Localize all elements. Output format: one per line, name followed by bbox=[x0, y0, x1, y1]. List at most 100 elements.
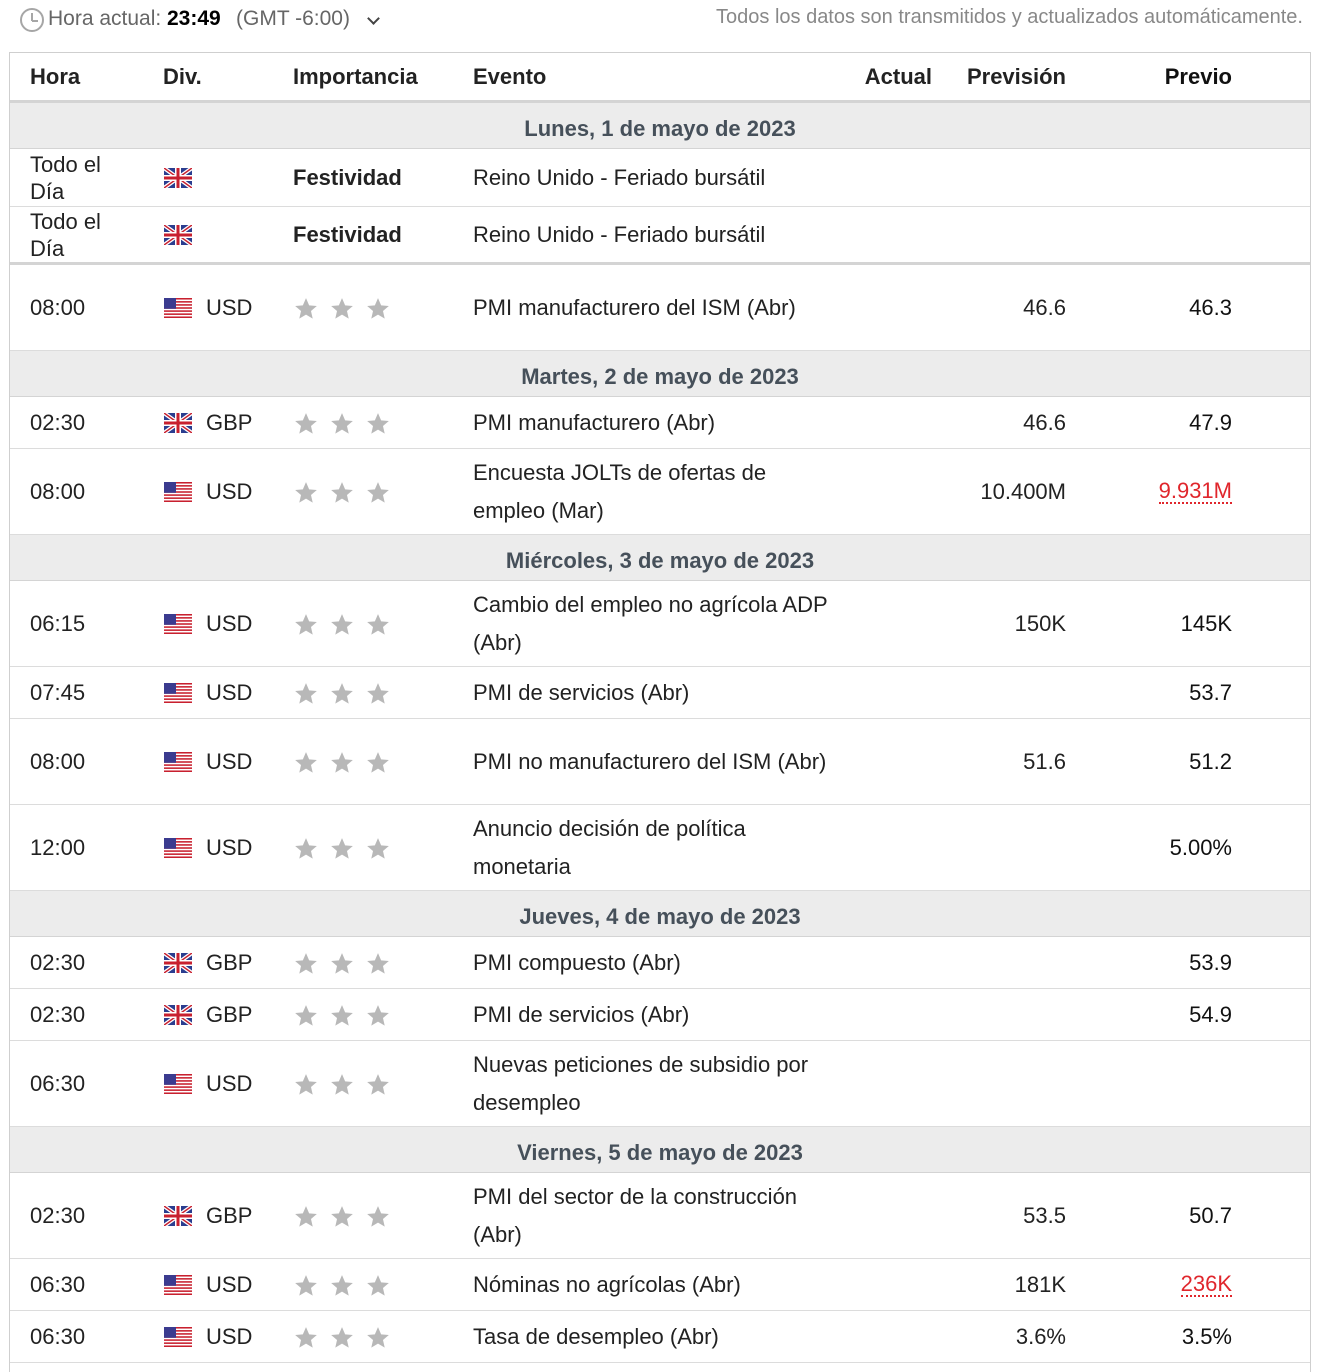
event-name[interactable]: Nuevas peticiones de subsidio por desemp… bbox=[473, 1051, 809, 1115]
event-time: 06:30 bbox=[30, 1271, 86, 1297]
table-row[interactable]: 07:45 USD PMI de servicios (Abr) 53.7 bbox=[10, 667, 1310, 719]
uk-flag-icon bbox=[163, 1173, 193, 1258]
event-previous: 236K bbox=[1100, 1259, 1232, 1310]
event-forecast bbox=[940, 989, 1066, 1040]
table-row[interactable]: 02:30 GBP PMI de servicios (Abr) 54.9 bbox=[10, 989, 1310, 1041]
current-time-label: Hora actual: bbox=[48, 7, 162, 30]
importance-stars bbox=[293, 1173, 463, 1258]
star-icon bbox=[329, 1325, 355, 1351]
event-actual bbox=[840, 207, 932, 262]
event-time: 08:00 bbox=[30, 748, 86, 774]
column-header-previo: Previo bbox=[1164, 63, 1232, 89]
uk-flag-icon bbox=[163, 937, 193, 988]
star-icon bbox=[293, 1003, 319, 1029]
revised-previous-value[interactable]: 236K bbox=[1180, 1270, 1232, 1297]
table-row[interactable]: 06:30 USD Tasa de desempleo (Abr) 3.6% 3.5% bbox=[10, 1311, 1310, 1363]
event-currency: GBP bbox=[206, 1001, 253, 1027]
table-row[interactable]: 02:30 GBP PMI del sector de la construcció… bbox=[10, 1173, 1310, 1259]
event-actual bbox=[840, 719, 932, 804]
day-header-row: Viernes, 5 de mayo de 2023 bbox=[10, 1127, 1310, 1173]
event-time: 08:00 bbox=[30, 294, 86, 320]
event-name[interactable]: Reino Unido - Feriado bursátil bbox=[473, 221, 766, 247]
uk-flag-icon bbox=[163, 207, 193, 262]
event-actual bbox=[840, 667, 932, 718]
star-icon bbox=[329, 1003, 355, 1029]
chevron-down-icon[interactable] bbox=[367, 12, 380, 25]
event-forecast bbox=[940, 207, 1066, 262]
event-forecast: 53.5 bbox=[1023, 1202, 1066, 1228]
event-previous: 50.7 bbox=[1189, 1202, 1232, 1228]
event-previous bbox=[1100, 149, 1232, 206]
event-forecast bbox=[940, 1041, 1066, 1126]
star-icon bbox=[365, 681, 391, 707]
star-icon bbox=[365, 951, 391, 977]
event-time: 02:30 bbox=[30, 1202, 86, 1228]
event-name[interactable]: PMI compuesto (Abr) bbox=[473, 949, 681, 975]
star-icon bbox=[329, 1072, 355, 1098]
us-flag-icon bbox=[163, 1311, 193, 1362]
table-row[interactable]: 06:30 USD Nuevas peticiones de subsidio po… bbox=[10, 1041, 1310, 1127]
star-icon bbox=[329, 750, 355, 776]
event-actual bbox=[840, 265, 932, 350]
event-currency: USD bbox=[206, 478, 253, 504]
us-flag-icon bbox=[163, 719, 193, 804]
timezone-selector[interactable]: (GMT -6:00) bbox=[236, 7, 350, 30]
importance-stars bbox=[293, 581, 463, 666]
event-name[interactable]: Reino Unido - Feriado bursátil bbox=[473, 164, 766, 190]
day-title: Lunes, 1 de mayo de 2023 bbox=[524, 116, 796, 141]
table-row[interactable]: 08:00 USD Encuesta JOLTs de ofertas de emp… bbox=[10, 449, 1310, 535]
auto-update-note: Todos los datos son transmitidos y actua… bbox=[716, 6, 1303, 28]
us-flag-icon bbox=[163, 581, 193, 666]
column-header-div: Div. bbox=[163, 63, 202, 89]
top-bar: Hora actual: 23:49 (GMT -6:00) Todos los… bbox=[0, 0, 1320, 46]
table-row[interactable]: 12:00 USD Anuncio decisión de política mon… bbox=[10, 805, 1310, 891]
event-name[interactable]: Anuncio decisión de política monetaria bbox=[473, 815, 746, 879]
table-row[interactable]: 08:00 USD PMI manufacturero del ISM (Abr) 4… bbox=[10, 265, 1310, 351]
event-time: 06:30 bbox=[30, 1070, 86, 1096]
table-row[interactable]: 06:15 USD Cambio del empleo no agrícola AD… bbox=[10, 581, 1310, 667]
event-currency: USD bbox=[206, 1323, 253, 1349]
event-name[interactable]: PMI manufacturero (Abr) bbox=[473, 409, 716, 435]
event-name[interactable]: PMI no manufacturero del ISM (Abr) bbox=[473, 748, 827, 774]
star-icon bbox=[293, 1072, 319, 1098]
table-row[interactable]: 06:30 USD Nóminas no agrícolas (Abr) 181K 23… bbox=[10, 1259, 1310, 1311]
star-icon bbox=[293, 296, 319, 322]
importance-stars bbox=[293, 937, 463, 988]
day-title: Martes, 2 de mayo de 2023 bbox=[521, 364, 799, 389]
table-row[interactable]: 02:30 GBP PMI compuesto (Abr) 53.9 bbox=[10, 937, 1310, 989]
event-name[interactable]: Nóminas no agrícolas (Abr) bbox=[473, 1271, 741, 1297]
event-previous: 53.9 bbox=[1189, 949, 1232, 975]
economic-calendar-table: Hora Div. Importancia Evento Actual Prev… bbox=[9, 52, 1311, 1372]
event-previous: 5.00% bbox=[1169, 834, 1232, 860]
event-name[interactable]: PMI manufacturero del ISM (Abr) bbox=[473, 294, 796, 320]
event-forecast: 46.6 bbox=[1023, 294, 1066, 320]
star-icon bbox=[293, 1325, 319, 1351]
day-header-row: Martes, 2 de mayo de 2023 bbox=[10, 351, 1310, 397]
event-name[interactable]: PMI de servicios (Abr) bbox=[473, 679, 690, 705]
event-currency: GBP bbox=[206, 409, 253, 435]
us-flag-icon bbox=[163, 667, 193, 718]
star-icon bbox=[365, 1325, 391, 1351]
table-row[interactable]: Todo el Día Festividad Reino Unido - Feria… bbox=[10, 149, 1310, 207]
event-currency: USD bbox=[206, 1271, 253, 1297]
day-header-row: Miércoles, 3 de mayo de 2023 bbox=[10, 535, 1310, 581]
event-time: 06:30 bbox=[30, 1323, 86, 1349]
event-name[interactable]: Tasa de desempleo (Abr) bbox=[473, 1323, 719, 1349]
revised-previous-value[interactable]: 9.931M bbox=[1158, 477, 1232, 504]
star-icon bbox=[329, 681, 355, 707]
table-row[interactable]: 02:30 GBP PMI manufacturero (Abr) 46.6 47.9 bbox=[10, 397, 1310, 449]
event-name[interactable]: Encuesta JOLTs de ofertas de empleo (Mar… bbox=[473, 459, 767, 523]
table-row[interactable]: Todo el Día Festividad Reino Unido - Feria… bbox=[10, 207, 1310, 265]
event-time: Todo el Día bbox=[30, 208, 101, 261]
star-icon bbox=[329, 296, 355, 322]
event-name[interactable]: Cambio del empleo no agrícola ADP (Abr) bbox=[473, 591, 828, 655]
table-row[interactable]: 08:00 USD PMI no manufacturero del ISM (Ab… bbox=[10, 719, 1310, 805]
event-name[interactable]: PMI del sector de la construcción (Abr) bbox=[473, 1183, 798, 1247]
star-icon bbox=[365, 411, 391, 437]
event-time: 02:30 bbox=[30, 1001, 86, 1027]
star-icon bbox=[293, 836, 319, 862]
column-header-importancia: Importancia bbox=[293, 63, 418, 89]
event-name[interactable]: PMI de servicios (Abr) bbox=[473, 1001, 690, 1027]
star-icon bbox=[329, 951, 355, 977]
event-time: 02:30 bbox=[30, 949, 86, 975]
